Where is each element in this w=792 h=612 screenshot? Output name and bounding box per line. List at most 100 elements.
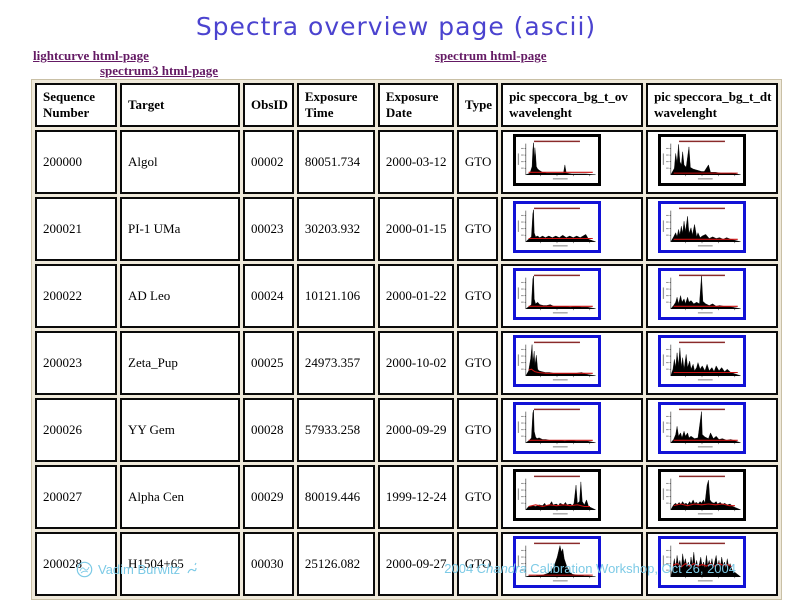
cell-sequence-number: 200027	[35, 465, 117, 529]
cell-exposure-time: 10121.106	[296, 264, 375, 328]
cell-exposure-date: 2000-10-02	[377, 331, 454, 395]
cell-exposure-date: 2000-03-12	[377, 130, 454, 194]
cell-exposure-time: 80051.734	[296, 130, 375, 194]
footer-conference-post: Calibration Workshop, Oct 26, 2004	[526, 561, 736, 576]
cell-obsid: 00029	[243, 465, 294, 529]
table-row: 200022 AD Leo 00024 10121.106 2000-01-22 GTO	[35, 264, 779, 328]
cell-ov-plot	[501, 532, 644, 596]
header-sequence-number: Sequence Number	[35, 83, 117, 127]
cell-ov-plot	[501, 331, 644, 395]
header-pic-dt-wavelength: pic speccora_bg_t_dt wavelenght	[646, 83, 779, 127]
ov-spectrum-thumbnail-link[interactable]	[513, 536, 602, 588]
cell-target: YY Gem	[120, 398, 240, 462]
cell-type: GTO	[456, 532, 499, 596]
cell-obsid: 00002	[243, 130, 294, 194]
ov-spectrum-thumbnail-link[interactable]	[513, 268, 602, 320]
cell-exposure-date: 2000-01-22	[377, 264, 454, 328]
cell-type: GTO	[456, 130, 499, 194]
table-row: 200027 Alpha Cen 00029 80019.446 1999-12-24 G…	[35, 465, 779, 529]
cell-type: GTO	[456, 398, 499, 462]
footer-author: Vadim Burwitz	[98, 562, 181, 577]
dt-spectrum-thumbnail-link[interactable]	[658, 536, 747, 588]
cell-target: AD Leo	[120, 264, 240, 328]
spectrum-mini-plot	[662, 475, 741, 515]
page-title: Spectra overview page (ascii)	[195, 12, 597, 41]
cell-target: PI-1 UMa	[120, 197, 240, 261]
cell-exposure-time: 25126.082	[296, 532, 375, 596]
spectrum-mini-plot	[517, 274, 596, 314]
spectrum-mini-plot	[662, 207, 741, 247]
dt-spectrum-thumbnail-link[interactable]	[658, 268, 747, 320]
cell-sequence-number: 200021	[35, 197, 117, 261]
header-exposure-date: Exposure Date	[377, 83, 454, 127]
cell-sequence-number: 200023	[35, 331, 117, 395]
cell-dt-plot	[646, 465, 779, 529]
cell-sequence-number: 200026	[35, 398, 117, 462]
spectrum-mini-plot	[662, 542, 742, 582]
cell-dt-plot	[646, 532, 779, 596]
cell-exposure-time: 30203.932	[296, 197, 375, 261]
cell-target: Zeta_Pup	[120, 331, 240, 395]
dt-spectrum-thumbnail-link[interactable]	[658, 469, 747, 521]
cell-ov-plot	[501, 264, 644, 328]
table-row: 200000 Algol 00002 80051.734 2000-03-12 GTO	[35, 130, 779, 194]
lightcurve-page-link[interactable]: lightcurve html-page	[33, 48, 149, 63]
header-obsid: ObsID	[243, 83, 294, 127]
table-row: 200026 YY Gem 00028 57933.258 2000-09-29 GTO	[35, 398, 779, 462]
institute-logo-icon	[76, 561, 93, 578]
cell-obsid: 00023	[243, 197, 294, 261]
cell-exposure-time: 80019.446	[296, 465, 375, 529]
cell-exposure-date: 2000-09-27	[377, 532, 454, 596]
header-exposure-time: Exposure Time	[296, 83, 375, 127]
footer-conference: 2004 Chandra Calibration Workshop, Oct 2…	[444, 561, 736, 576]
cell-exposure-date: 2000-09-29	[377, 398, 454, 462]
dt-spectrum-thumbnail-link[interactable]	[658, 402, 747, 454]
header-target: Target	[120, 83, 240, 127]
cell-type: GTO	[456, 331, 499, 395]
dt-spectrum-thumbnail-link[interactable]	[658, 134, 747, 186]
cell-dt-plot	[646, 197, 779, 261]
cell-dt-plot	[646, 130, 779, 194]
cell-ov-plot	[501, 197, 644, 261]
cell-sequence-number: 200028	[35, 532, 117, 596]
footer-author-block: Vadim Burwitz	[76, 561, 199, 578]
table-row: 200021 PI-1 UMa 00023 30203.932 2000-01-15 GT…	[35, 197, 779, 261]
dt-spectrum-thumbnail-link[interactable]	[658, 201, 747, 253]
ov-spectrum-thumbnail-link[interactable]	[513, 469, 602, 521]
cell-obsid: 00025	[243, 331, 294, 395]
cell-dt-plot	[646, 398, 779, 462]
spectrum-mini-plot	[517, 341, 596, 381]
cell-type: GTO	[456, 264, 499, 328]
table-header-row: Sequence Number Target ObsID Exposure Ti…	[35, 83, 779, 127]
ov-spectrum-thumbnail-link[interactable]	[513, 402, 602, 454]
spectrum-mini-plot	[517, 408, 596, 448]
spectrum-mini-plot	[662, 341, 741, 381]
spectra-table: Sequence Number Target ObsID Exposure Ti…	[31, 79, 783, 600]
cell-type: GTO	[456, 197, 499, 261]
spectrum-mini-plot	[662, 140, 741, 180]
cell-exposure-date: 1999-12-24	[377, 465, 454, 529]
spectrum-mini-plot	[517, 207, 596, 247]
cell-ov-plot	[501, 398, 644, 462]
cell-target: Algol	[120, 130, 240, 194]
cell-sequence-number: 200000	[35, 130, 117, 194]
spectrum-mini-plot	[662, 274, 741, 314]
cell-ov-plot	[501, 465, 644, 529]
footer: Vadim Burwitz 2004 Chandra Calibration W…	[0, 559, 792, 583]
cell-type: GTO	[456, 465, 499, 529]
table-row: 200023 Zeta_Pup 00025 24973.357 2000-10-02 GT…	[35, 331, 779, 395]
cell-obsid: 00030	[243, 532, 294, 596]
cell-obsid: 00028	[243, 398, 294, 462]
ov-spectrum-thumbnail-link[interactable]	[513, 134, 602, 186]
ov-spectrum-thumbnail-link[interactable]	[513, 335, 602, 387]
dt-spectrum-thumbnail-link[interactable]	[658, 335, 747, 387]
cell-obsid: 00024	[243, 264, 294, 328]
spectrum-page-link[interactable]: spectrum html-page	[435, 48, 547, 63]
table-body: 200000 Algol 00002 80051.734 2000-03-12 GTO 20…	[35, 130, 779, 596]
ov-spectrum-thumbnail-link[interactable]	[513, 201, 602, 253]
cell-exposure-date: 2000-01-15	[377, 197, 454, 261]
cell-exposure-time: 57933.258	[296, 398, 375, 462]
spectrum3-page-link[interactable]: spectrum3 html-page	[100, 63, 219, 78]
cell-exposure-time: 24973.357	[296, 331, 375, 395]
